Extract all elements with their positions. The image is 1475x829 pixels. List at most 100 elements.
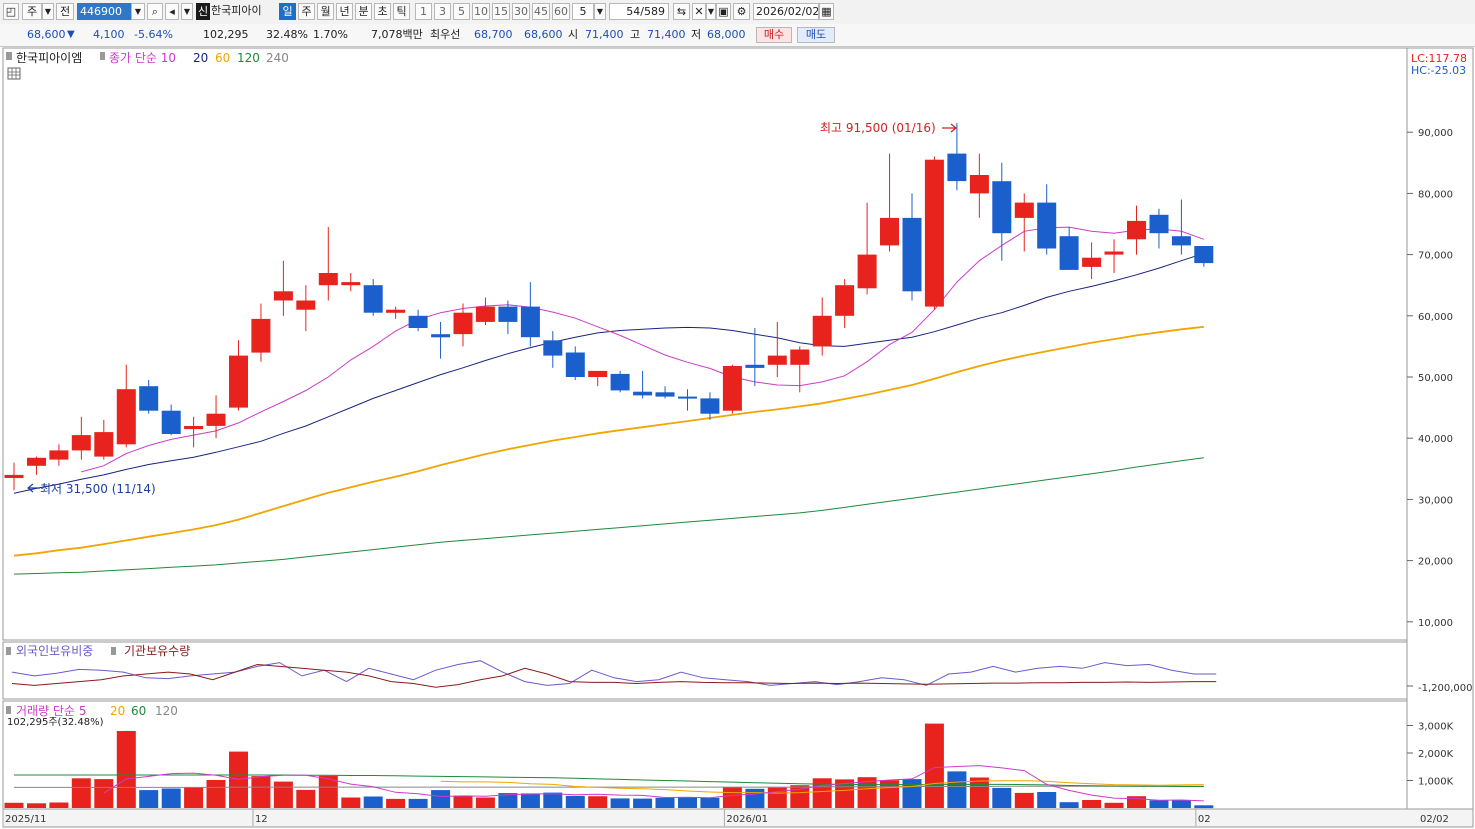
volume-bar <box>678 797 697 808</box>
right-arrow-icon <box>942 123 957 133</box>
scroll-range-icon[interactable]: ⇆ <box>673 3 690 20</box>
volume-bar <box>1014 792 1034 808</box>
investor-panel[interactable] <box>2 641 1408 700</box>
gear-icon[interactable]: ⚙ <box>733 3 750 20</box>
candle-body <box>4 474 24 478</box>
volume-bar <box>116 731 136 808</box>
table-toggle-icon[interactable] <box>7 67 21 80</box>
change-rate: -5.64% <box>134 28 173 41</box>
candle-body <box>969 175 989 194</box>
volume-axis-tick-label: 1,000K <box>1418 777 1454 788</box>
candle-body <box>1037 202 1057 249</box>
price-change: 4,100 <box>93 28 125 41</box>
volume-title: 거래량 단순 5 <box>16 704 86 718</box>
screen-menu-icon[interactable]: ◰ <box>3 3 19 20</box>
volume-bar <box>588 796 608 808</box>
tab-interval-second[interactable]: 초 <box>374 3 391 20</box>
period-select[interactable]: 주 <box>22 3 42 20</box>
hc-label: HC:-25.03 <box>1411 64 1466 77</box>
y-axis-tick-label: 10,000 <box>1418 618 1453 629</box>
price-panel[interactable] <box>2 47 1408 641</box>
high-annotation: 최고 91,500 (01/16) <box>820 121 936 135</box>
minute-option-10[interactable]: 10 <box>472 3 490 20</box>
save-icon[interactable]: ▣ <box>716 3 731 20</box>
low-label: 저 <box>691 28 702 41</box>
volume-bar <box>184 787 204 808</box>
candle-body <box>588 370 608 377</box>
panel-handle-icon[interactable] <box>6 52 12 60</box>
stock-code-input[interactable]: 446900 <box>77 3 131 20</box>
candle-body <box>94 432 114 457</box>
minute-option-5[interactable]: 5 <box>453 3 470 20</box>
chevron-down-icon[interactable]: ▼ <box>42 3 54 20</box>
panel-handle-icon[interactable] <box>111 647 116 655</box>
x-axis-label: 12 <box>255 814 268 825</box>
vol-ma20-line <box>440 780 1204 794</box>
volume-bar <box>139 790 159 808</box>
date-input[interactable]: 2026/02/02 <box>753 3 819 20</box>
volume-bar <box>94 779 114 808</box>
trade-amount: 7,078백만 <box>371 28 423 41</box>
y-axis-tick-label: 40,000 <box>1418 434 1453 445</box>
tab-interval-tick[interactable]: 틱 <box>393 3 410 20</box>
volume-bar <box>161 788 181 808</box>
volume-ratio: 32.48% <box>266 28 308 41</box>
minute-option-30[interactable]: 30 <box>512 3 530 20</box>
search-icon[interactable]: ⌕ <box>147 3 163 20</box>
tab-interval-day[interactable]: 일 <box>279 3 296 20</box>
volume-bar <box>1037 792 1057 808</box>
candle-body <box>767 355 787 365</box>
candle-body <box>1171 236 1191 246</box>
buy-button[interactable]: 매수 <box>756 27 792 43</box>
chevron-down-icon[interactable]: ▼ <box>594 3 606 20</box>
minute-option-3[interactable]: 3 <box>434 3 451 20</box>
speaker-icon[interactable]: ◂ <box>165 3 179 20</box>
compare-button[interactable]: 전 <box>56 3 74 20</box>
volume-bar <box>1194 805 1214 809</box>
minute-option-45[interactable]: 45 <box>532 3 550 20</box>
institution-label: 기관보유수량 <box>124 644 190 658</box>
x-axis-label: 02 <box>1198 814 1211 825</box>
volume-bar <box>1104 802 1124 808</box>
stock-label: 한국피아이엠 <box>16 51 82 65</box>
candle-body <box>475 306 495 322</box>
best-bid: 68,600 <box>524 28 563 41</box>
candle-body <box>341 282 361 286</box>
minute-option-1[interactable]: 1 <box>415 3 432 20</box>
candle-body <box>116 389 136 445</box>
candle-body <box>49 450 69 460</box>
volume-bar <box>273 781 293 808</box>
tab-interval-month[interactable]: 월 <box>317 3 334 20</box>
calendar-icon[interactable]: ▦ <box>819 3 834 20</box>
panel-handle-icon[interactable] <box>6 706 11 714</box>
tab-interval-week[interactable]: 주 <box>298 3 315 20</box>
tab-interval-year[interactable]: 년 <box>336 3 353 20</box>
panel-handle-icon[interactable] <box>100 52 105 60</box>
credit-badge: 신 <box>196 3 210 20</box>
panel-handle-icon[interactable] <box>6 647 11 655</box>
volume-bar <box>543 792 563 808</box>
count-input[interactable]: 5 <box>572 3 594 20</box>
candle-body <box>1127 220 1146 240</box>
best-quote-label: 최우선 <box>430 28 461 41</box>
volume-bar <box>453 795 473 808</box>
volume-bar <box>206 780 226 808</box>
tab-interval-minute[interactable]: 분 <box>355 3 372 20</box>
volume-bar <box>408 798 428 808</box>
open-price: 71,400 <box>585 28 624 41</box>
volume-bar <box>745 788 765 809</box>
sell-button[interactable]: 매도 <box>797 27 835 43</box>
y-axis-tick-label: 30,000 <box>1418 495 1453 506</box>
chevron-down-icon[interactable]: ▼ <box>131 3 145 20</box>
quote-bar: 68,600 ▼ 4,100 -5.64% 102,295 32.48% 1.7… <box>0 24 1475 47</box>
candle-body <box>1104 251 1124 255</box>
volume-bar <box>475 797 495 808</box>
minute-option-60[interactable]: 60 <box>552 3 570 20</box>
ma-title: 종가 단순 10 <box>109 51 176 65</box>
crosshair-icon[interactable]: ✕ <box>692 3 706 20</box>
candle-body <box>71 435 91 451</box>
chevron-down-icon[interactable]: ▼ <box>181 3 193 20</box>
minute-option-15[interactable]: 15 <box>492 3 510 20</box>
chevron-down-icon[interactable]: ▼ <box>706 3 716 20</box>
